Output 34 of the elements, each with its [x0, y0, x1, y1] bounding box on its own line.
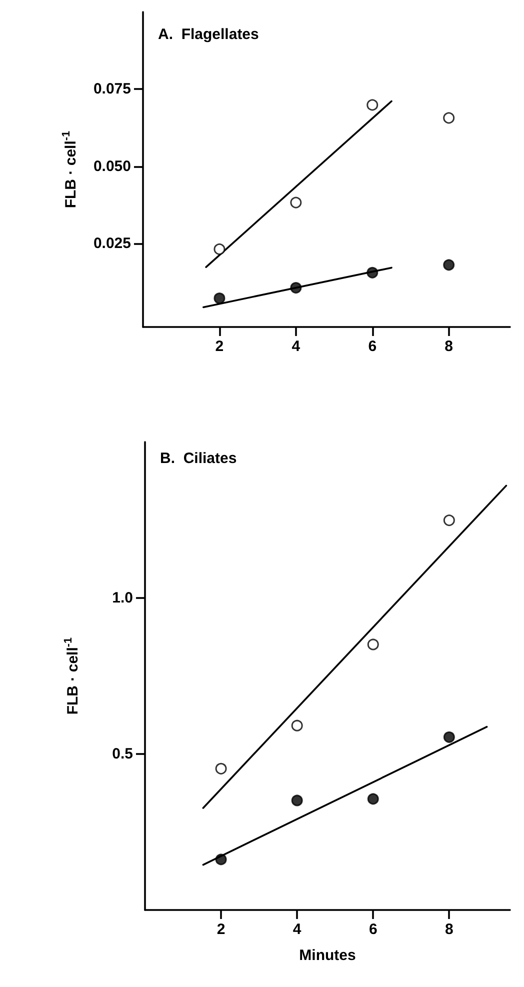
y-tick-label: 1.0 — [112, 590, 133, 606]
x-tick-label: 4 — [292, 338, 301, 355]
point — [443, 259, 455, 271]
point — [290, 196, 302, 208]
point — [367, 793, 379, 805]
x-axis-title: Minutes — [299, 947, 356, 964]
point — [214, 292, 226, 304]
x-tick-label: 6 — [368, 338, 377, 355]
point — [443, 112, 455, 124]
x-tick-label: 2 — [216, 921, 226, 938]
y-tick-label: 0.5 — [112, 746, 133, 762]
point — [290, 282, 302, 294]
x-tick-label: 2 — [215, 338, 224, 355]
y-tick-label: 0.050 — [93, 158, 131, 175]
point — [215, 762, 227, 774]
point — [366, 99, 378, 111]
x-tick-label: 8 — [444, 338, 454, 355]
y-axis-title: FLB · cell-1 — [62, 637, 82, 715]
point — [443, 731, 455, 743]
y-axis-title: FLB · cell-1 — [60, 130, 80, 208]
point — [366, 266, 378, 278]
point — [214, 243, 226, 255]
point — [443, 514, 455, 526]
point — [291, 794, 303, 806]
x-tick-label: 4 — [292, 921, 302, 938]
point — [367, 638, 379, 650]
point — [291, 720, 303, 732]
x-tick-label: 6 — [368, 921, 378, 938]
point — [215, 854, 227, 866]
text: B. Ciliates — [160, 450, 237, 467]
x-tick-label: 8 — [444, 921, 454, 938]
y-tick-label: 0.075 — [93, 80, 131, 98]
y-tick-label: 0.025 — [93, 235, 131, 252]
text: A. Flagellates — [158, 26, 259, 43]
